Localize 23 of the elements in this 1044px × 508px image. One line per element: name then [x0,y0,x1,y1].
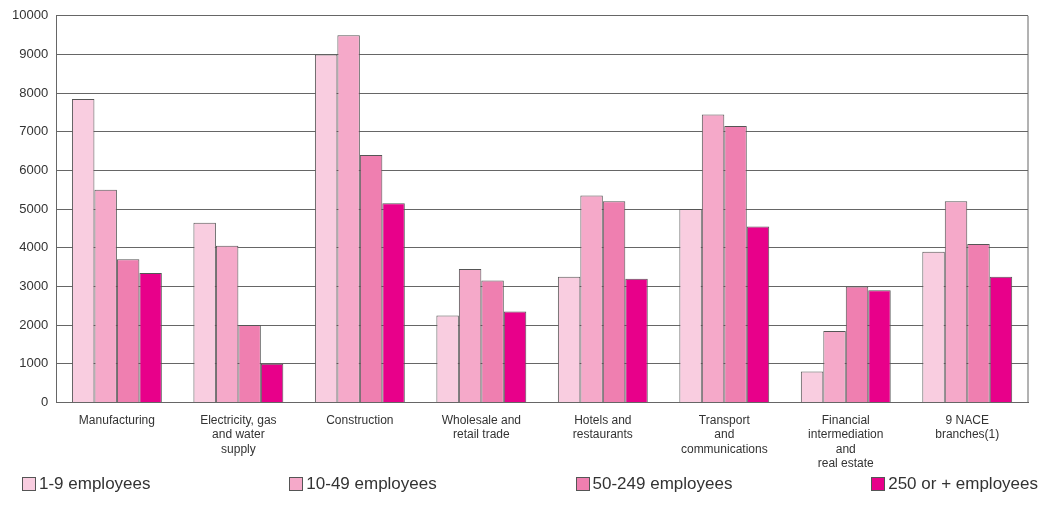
y-tick-label: 2000 [19,316,49,332]
y-tick-label: 5000 [19,200,49,216]
legend-label: 50-249 employees [592,474,733,494]
x-tick-label: Manufacturing [78,412,155,427]
y-tick-label: 3000 [19,278,49,293]
y-tick-label: 4000 [19,239,49,255]
legend-label: 250 or + employees [888,474,1038,494]
x-tick-label: 9 NACE branches(1) [935,412,1000,442]
x-tick-label: Construction [326,412,394,427]
x-tick-label: Financial intermediation and real estate [808,412,884,471]
y-tick-label: 9000 [19,46,49,62]
x-tick-label: Hotels and restaurants [572,412,633,442]
y-tick-label: 7000 [19,123,49,139]
y-tick-label: 8000 [19,84,49,100]
x-tick-label: Electricity, gas and water supply [200,412,277,456]
x-tick-label: Transport and communications [680,412,768,456]
y-tick-label: 6000 [19,162,49,178]
y-tick-label: 10000 [11,7,49,23]
legend-label: 1-9 employees [39,474,151,494]
y-tick-label: 1000 [19,355,49,371]
legend-label: 10-49 employees [306,474,437,494]
y-tick-label: 0 [40,393,49,409]
x-tick-label: Wholesale and retail trade [441,412,522,442]
